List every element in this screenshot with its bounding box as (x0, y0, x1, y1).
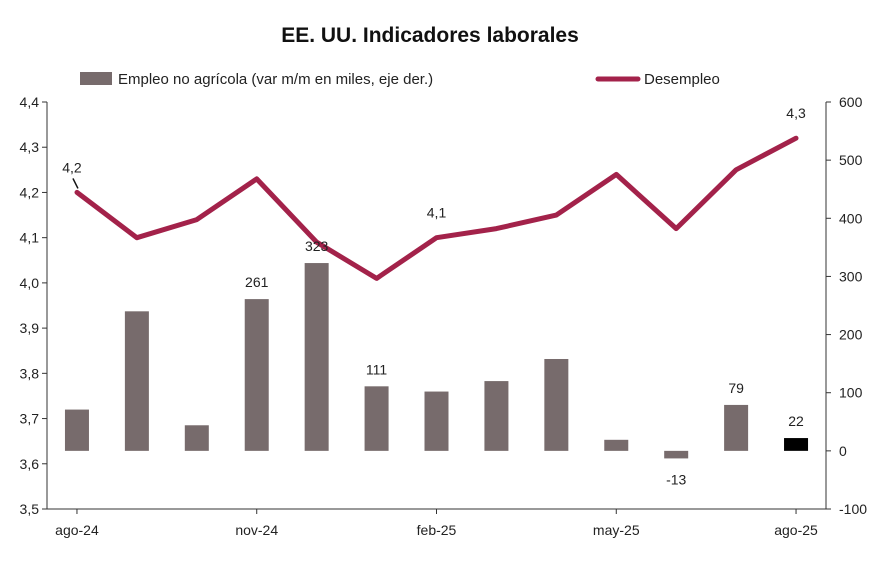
right-axis-tick-label: 400 (839, 210, 863, 226)
right-axis-tick-label: 600 (839, 94, 863, 110)
bar-ago-25 (784, 438, 809, 451)
bar-mar-25 (484, 381, 509, 451)
left-axis-tick-label: 3,9 (20, 320, 40, 336)
bar-data-label: 22 (788, 413, 804, 429)
right-axis-tick-label: -100 (839, 501, 867, 517)
bar-data-label: 261 (245, 274, 269, 290)
left-axis-tick-label: 3,7 (20, 411, 40, 427)
bar-sep-24 (124, 311, 149, 451)
left-axis-tick-label: 3,6 (20, 456, 40, 472)
bar-jul-25 (724, 404, 749, 451)
x-axis-tick-label: may-25 (593, 522, 640, 538)
x-axis-tick-label: ago-25 (774, 522, 818, 538)
legend: Empleo no agrícola (var m/m en miles, ej… (80, 71, 720, 88)
bar-series (64, 263, 809, 459)
right-axis-tick-label: 200 (839, 327, 863, 343)
left-axis-tick-label: 4,4 (20, 94, 40, 110)
bar-data-label: 323 (305, 238, 329, 254)
left-axis-tick-label: 4,2 (20, 184, 40, 200)
line-data-label: 4,3 (786, 105, 806, 121)
right-axis-tick-label: 300 (839, 268, 863, 284)
line-series (74, 135, 799, 281)
left-axis-tick-label: 3,8 (20, 365, 40, 381)
bar-nov-24 (244, 299, 269, 451)
x-axis-tick-label: ago-24 (55, 522, 99, 538)
right-axis-tick-label: 100 (839, 385, 863, 401)
left-axis-tick-label: 3,5 (20, 501, 40, 517)
left-axis-tick-label: 4,1 (20, 230, 40, 246)
bar-jun-25 (664, 450, 689, 459)
bar-data-label: 79 (728, 380, 744, 396)
left-axis-tick-label: 4,3 (20, 139, 40, 155)
bar-abr-25 (544, 358, 569, 451)
right-axis-tick-label: 0 (839, 443, 847, 459)
legend-label-bars: Empleo no agrícola (var m/m en miles, ej… (118, 71, 433, 88)
bar-may-25 (604, 439, 629, 451)
line-data-label: 4,2 (62, 159, 82, 175)
bar-ene-25 (364, 386, 389, 451)
bar-data-label: 111 (366, 361, 387, 377)
bar-oct-24 (184, 425, 209, 451)
chart-title: EE. UU. Indicadores laborales (281, 24, 579, 47)
right-axis-tick-label: 500 (839, 152, 863, 168)
bar-data-label: -13 (666, 471, 686, 487)
legend-label-line: Desempleo (644, 71, 720, 88)
bar-ago-24 (64, 409, 89, 451)
data-labels: 261 323 111 -13 79 22 4,2 4,1 4,3 (62, 105, 806, 487)
bar-dic-24 (304, 263, 329, 451)
left-axis-tick-label: 4,0 (20, 275, 40, 291)
line-data-label-leader (72, 178, 79, 189)
axes: 3,5 3,6 3,7 3,8 3,9 4,0 4,1 4,2 4,3 4,4 -100 0 100 20… (20, 94, 868, 538)
bar-feb-25 (424, 391, 449, 451)
line-data-label: 4,1 (427, 205, 447, 221)
x-axis-tick-label: feb-25 (417, 522, 457, 538)
legend-swatch-bars (80, 72, 112, 85)
x-axis-tick-label: nov-24 (235, 522, 278, 538)
